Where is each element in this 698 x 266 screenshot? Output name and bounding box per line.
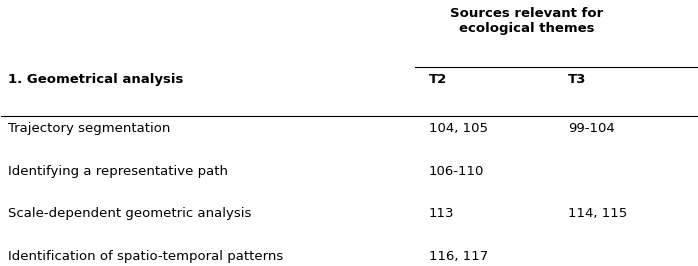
Text: 1. Geometrical analysis: 1. Geometrical analysis [8,73,184,86]
Text: 99-104: 99-104 [568,122,615,135]
Text: Identifying a representative path: Identifying a representative path [8,165,228,178]
Text: T3: T3 [568,73,586,86]
Text: 116, 117: 116, 117 [429,250,488,263]
Text: 104, 105: 104, 105 [429,122,488,135]
Text: 114, 115: 114, 115 [568,207,628,220]
Text: T2: T2 [429,73,447,86]
Text: Trajectory segmentation: Trajectory segmentation [8,122,171,135]
Text: 113: 113 [429,207,454,220]
Text: Identification of spatio-temporal patterns: Identification of spatio-temporal patter… [8,250,283,263]
Text: Scale-dependent geometric analysis: Scale-dependent geometric analysis [8,207,252,220]
Text: Sources relevant for
ecological themes: Sources relevant for ecological themes [450,7,603,35]
Text: 106-110: 106-110 [429,165,484,178]
